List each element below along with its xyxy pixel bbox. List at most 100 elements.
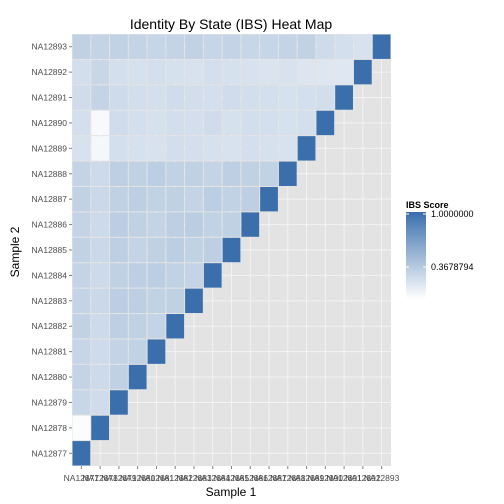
y-tick-label: NA12882: [32, 321, 68, 331]
x-tick-label: NA12881: [139, 473, 175, 483]
heatmap-cell: [278, 34, 297, 59]
heatmap-cell: [147, 186, 166, 212]
x-tick-label: NA12891: [326, 473, 362, 483]
heatmap-cell: [316, 85, 335, 110]
heatmap-cell: [91, 339, 110, 364]
heatmap-cell: [128, 288, 147, 314]
heatmap-cell: [353, 34, 372, 59]
heatmap-cell: [166, 314, 185, 339]
heatmap-cell: [128, 263, 147, 288]
heatmap-cell: [185, 34, 203, 59]
y-tick-label: NA12883: [32, 296, 68, 306]
heatmap-cell: [203, 110, 222, 136]
heatmap-cell: [110, 364, 128, 390]
x-tick-label: NA12893: [364, 473, 400, 483]
heatmap-cell: [72, 415, 91, 441]
legend-label: 0.3678794: [431, 262, 474, 272]
heatmap-cell: [316, 59, 335, 85]
x-tick-label: NA12880: [120, 473, 156, 483]
heatmap-cell: [72, 339, 91, 364]
heatmap-cell: [166, 263, 185, 288]
heatmap-cell: [91, 186, 110, 212]
heatmap-cell: [278, 136, 297, 161]
heatmap-cell: [147, 59, 166, 85]
heatmap-cell: [72, 110, 91, 136]
heatmap-cell: [72, 85, 91, 110]
heatmap-cell: [185, 288, 203, 314]
x-tick-label: NA12877: [64, 473, 100, 483]
heatmap-cell: [297, 136, 316, 161]
heatmap-cell: [147, 34, 166, 59]
heatmap-cell: [110, 314, 128, 339]
heatmap-cell: [203, 136, 222, 161]
heatmap-cell: [166, 186, 185, 212]
heatmap-cell: [185, 186, 203, 212]
heatmap-cell: [185, 263, 203, 288]
x-tick-label: NA12878: [82, 473, 118, 483]
heatmap-cell: [91, 390, 110, 415]
heatmap-cell: [241, 59, 260, 85]
heatmap-cell: [147, 339, 166, 364]
heatmap-cell: [128, 186, 147, 212]
y-tick-label: NA12885: [32, 245, 68, 255]
heatmap-cell: [297, 110, 316, 136]
chart-title: Identity By State (IBS) Heat Map: [130, 16, 333, 32]
heatmap-cell: [222, 85, 241, 110]
heatmap-cell: [128, 59, 147, 85]
heatmap-cell: [372, 34, 391, 59]
heatmap-cell: [72, 288, 91, 314]
heatmap-cell: [128, 364, 147, 390]
heatmap-cell: [110, 161, 128, 186]
heatmap-cell: [147, 136, 166, 161]
y-tick-label: NA12890: [32, 118, 68, 128]
x-tick-label: NA12884: [195, 473, 231, 483]
heatmap-cell: [110, 212, 128, 237]
heatmap-cell: [222, 59, 241, 85]
heatmap-cell: [128, 85, 147, 110]
heatmap-cell: [260, 110, 278, 136]
x-tick-label: NA12889: [289, 473, 325, 483]
heatmap-cell: [72, 59, 91, 85]
y-tick-label: NA12892: [32, 67, 68, 77]
heatmap-cell: [185, 136, 203, 161]
heatmap-cell: [166, 34, 185, 59]
heatmap-cell: [241, 212, 260, 237]
heatmap-cell: [128, 314, 147, 339]
heatmap-cell: [297, 59, 316, 85]
heatmap-cell: [166, 161, 185, 186]
heatmap-cell: [241, 161, 260, 186]
y-tick-label: NA12893: [32, 42, 68, 52]
heatmap-cell: [278, 85, 297, 110]
x-tick-label: NA12883: [176, 473, 212, 483]
heatmap-cell: [316, 34, 335, 59]
x-tick-label: NA12890: [308, 473, 344, 483]
heatmap-cell: [72, 441, 91, 466]
x-tick-label: NA12887: [251, 473, 287, 483]
heatmap-cell: [203, 237, 222, 263]
heatmap-cell: [185, 161, 203, 186]
heatmap-cell: [72, 314, 91, 339]
heatmap-cell: [72, 263, 91, 288]
heatmap-cell: [278, 110, 297, 136]
heatmap-cell: [110, 390, 128, 415]
heatmap-cell: [222, 237, 241, 263]
heatmap-cell: [91, 314, 110, 339]
heatmap-cell: [110, 85, 128, 110]
heatmap-cell: [203, 59, 222, 85]
heatmap-cell: [110, 59, 128, 85]
heatmap-cell: [260, 161, 278, 186]
heatmap-cell: [147, 288, 166, 314]
x-tick-label: NA12882: [157, 473, 193, 483]
y-tick-label: NA12888: [32, 169, 68, 179]
heatmap-cell: [222, 186, 241, 212]
heatmap-cell: [147, 110, 166, 136]
heatmap-cell: [91, 161, 110, 186]
heatmap-cell: [185, 59, 203, 85]
heatmap-cell: [241, 186, 260, 212]
heatmap-cell: [91, 263, 110, 288]
heatmap-cell: [72, 364, 91, 390]
heatmap-cell: [222, 161, 241, 186]
heatmap-cell: [297, 85, 316, 110]
heatmap-cell: [110, 339, 128, 364]
